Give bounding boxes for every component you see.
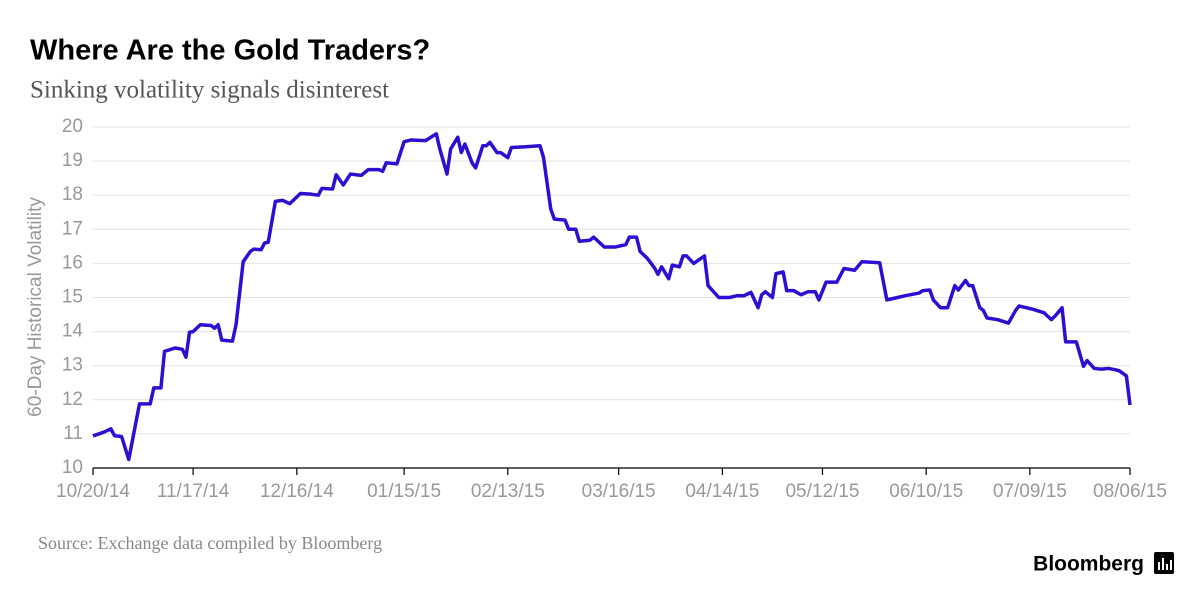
y-tick-label: 20: [62, 116, 83, 137]
y-tick-label: 14: [62, 321, 84, 342]
chart-subtitle: Sinking volatility signals disinterest: [30, 77, 389, 104]
y-tick-label: 12: [62, 389, 83, 410]
x-tick-label: 12/16/14: [260, 481, 334, 502]
brand-icon: [1154, 552, 1174, 574]
y-tick-label: 17: [62, 218, 83, 239]
y-tick-label: 13: [62, 355, 83, 376]
y-tick-label: 16: [62, 252, 83, 273]
x-tick-label: 10/20/14: [56, 481, 130, 502]
y-tick-label: 11: [63, 423, 83, 444]
chart-title: Where Are the Gold Traders?: [30, 35, 430, 67]
x-tick-label: 06/10/15: [889, 481, 963, 502]
x-tick-label: 02/13/15: [471, 481, 545, 502]
y-tick-label: 15: [62, 287, 83, 308]
y-tick-label: 10: [62, 457, 83, 478]
x-tick-label: 03/16/15: [582, 481, 656, 502]
y-axis-label: 60-Day Historical Volatility: [25, 197, 46, 417]
source-note: Source: Exchange data compiled by Bloomb…: [38, 533, 382, 553]
x-tick-label: 05/12/15: [785, 481, 859, 502]
y-tick-label: 19: [62, 150, 83, 171]
x-tick-label: 11/17/14: [157, 481, 230, 502]
y-tick-label: 18: [62, 184, 83, 205]
x-tick-label: 08/06/15: [1093, 481, 1167, 502]
x-tick-label: 01/15/15: [367, 481, 441, 502]
x-tick-label: 07/09/15: [993, 481, 1067, 502]
brand-logo: Bloomberg: [1033, 553, 1144, 576]
x-tick-label: 04/14/15: [685, 481, 759, 502]
data-line: [92, 132, 1132, 462]
